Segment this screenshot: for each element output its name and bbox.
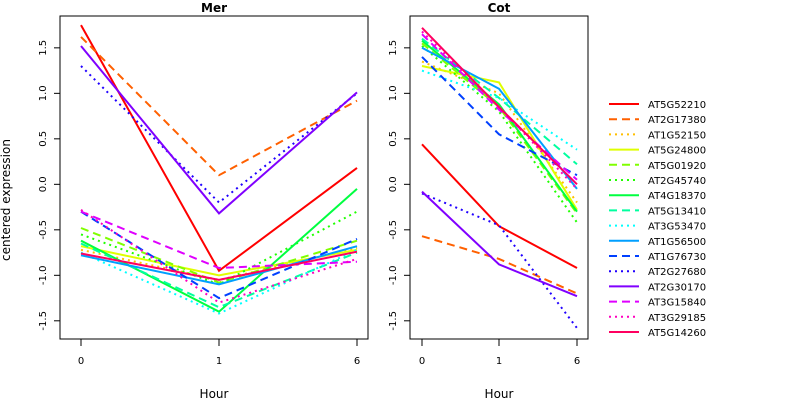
x-tick-label: 6 — [574, 356, 580, 367]
series-line-at3g15840 — [421, 33, 578, 181]
x-tick-label: 0 — [419, 356, 425, 367]
series-line-at1g76730 — [421, 56, 578, 177]
y-axis-label: centered expression — [0, 139, 13, 261]
legend-label: AT2G45740 — [648, 176, 706, 187]
series-line-at3g29185 — [80, 208, 358, 304]
legend-label: AT1G56500 — [648, 237, 706, 248]
series-line-at2g17380 — [80, 36, 358, 177]
legend-item: AT4G18370 — [609, 191, 706, 202]
panel-cot: Cot -1.5 -1.0 -0.5 0.0 0.5 1.0 1.5 0 1 6 Hour — [388, 1, 589, 400]
legend-label: AT5G13410 — [648, 206, 706, 217]
legend-item: AT2G27680 — [609, 267, 706, 278]
legend-item: AT2G17380 — [609, 115, 706, 126]
legend-label: AT5G14260 — [648, 328, 706, 339]
legend-label: AT2G30170 — [648, 282, 706, 293]
legend-item: AT2G45740 — [609, 176, 706, 187]
legend-label: AT2G17380 — [648, 115, 706, 126]
legend-item: AT3G29185 — [609, 313, 706, 324]
y-tick-label: -1.5 — [38, 311, 49, 331]
x-tick-label: 1 — [496, 356, 502, 367]
panel-title: Cot — [488, 1, 511, 15]
panel-title: Mer — [201, 1, 227, 15]
series-line-at2g30170 — [80, 45, 358, 215]
y-tick-label: 0.5 — [388, 131, 399, 147]
y-tick-label: 0.0 — [388, 176, 399, 192]
series-line-at5g14260 — [80, 250, 358, 281]
legend-item: AT5G14260 — [609, 328, 706, 339]
legend-label: AT3G29185 — [648, 313, 706, 324]
panels: Mer -1.5 -1.0 -0.5 0.0 0.5 1.0 1.5 0 1 6 Hour Cot -1.… — [38, 1, 589, 400]
series-line-at3g53470 — [421, 69, 578, 151]
legend-label: AT5G52210 — [648, 100, 706, 111]
series-line-at2g30170 — [421, 190, 578, 298]
legend-item: AT5G01920 — [609, 161, 706, 172]
y-tick-label: 0.0 — [38, 176, 49, 192]
y-tick-label: -1.0 — [38, 266, 49, 286]
y-tick-label: -0.5 — [388, 220, 399, 240]
legend-label: AT2G27680 — [648, 267, 706, 278]
series-line-at2g17380 — [421, 235, 578, 295]
y-tick-label: 0.5 — [38, 131, 49, 147]
x-axis-label: Hour — [485, 387, 514, 400]
legend: AT5G52210 AT2G17380 AT1G52150 AT5G24800 AT5G… — [609, 100, 706, 339]
y-tick-label: 1.0 — [388, 85, 399, 101]
series-lines — [80, 24, 358, 315]
panel-mer: Mer -1.5 -1.0 -0.5 0.0 0.5 1.0 1.5 0 1 6 Hour — [38, 1, 369, 400]
legend-item: AT5G52210 — [609, 100, 706, 111]
legend-item: AT1G56500 — [609, 237, 706, 248]
series-line-at3g15840 — [80, 210, 358, 270]
legend-item: AT5G13410 — [609, 206, 706, 217]
y-tick-label: -0.5 — [38, 220, 49, 240]
legend-item: AT5G24800 — [609, 146, 706, 157]
series-line-at5g01920 — [80, 227, 358, 284]
legend-item: AT3G15840 — [609, 298, 706, 309]
y-tick-label: 1.0 — [38, 85, 49, 101]
series-line-at1g56500 — [421, 46, 578, 190]
series-line-at3g53470 — [80, 248, 358, 315]
series-lines — [421, 27, 578, 329]
legend-label: AT3G53470 — [648, 222, 706, 233]
x-tick-label: 6 — [354, 356, 360, 367]
legend-label: AT1G76730 — [648, 252, 706, 263]
legend-label: AT1G52150 — [648, 130, 706, 141]
x-tick-label: 1 — [216, 356, 222, 367]
legend-item: AT2G30170 — [609, 282, 706, 293]
series-line-at5g24800 — [421, 65, 578, 211]
y-tick-label: -1.0 — [388, 266, 399, 286]
series-line-at5g14260 — [421, 27, 578, 186]
legend-label: AT5G01920 — [648, 161, 706, 172]
series-line-at5g52210 — [80, 24, 358, 273]
series-line-at5g13410 — [421, 37, 578, 166]
y-tick-label: 1.5 — [388, 40, 399, 56]
legend-label: AT5G24800 — [648, 146, 706, 157]
series-line-at5g01920 — [421, 42, 578, 214]
legend-item: AT1G76730 — [609, 252, 706, 263]
plot-frame — [59, 15, 369, 340]
x-tick-label: 0 — [78, 356, 84, 367]
x-axis-label: Hour — [200, 387, 229, 400]
y-tick-label: 1.5 — [38, 40, 49, 56]
legend-label: AT3G15840 — [648, 298, 706, 309]
legend-item: AT1G52150 — [609, 130, 706, 141]
legend-item: AT3G53470 — [609, 222, 706, 233]
legend-label: AT4G18370 — [648, 191, 706, 202]
series-line-at2g27680 — [421, 192, 578, 329]
series-line-at2g45740 — [80, 210, 358, 286]
y-tick-label: -1.5 — [388, 311, 399, 331]
